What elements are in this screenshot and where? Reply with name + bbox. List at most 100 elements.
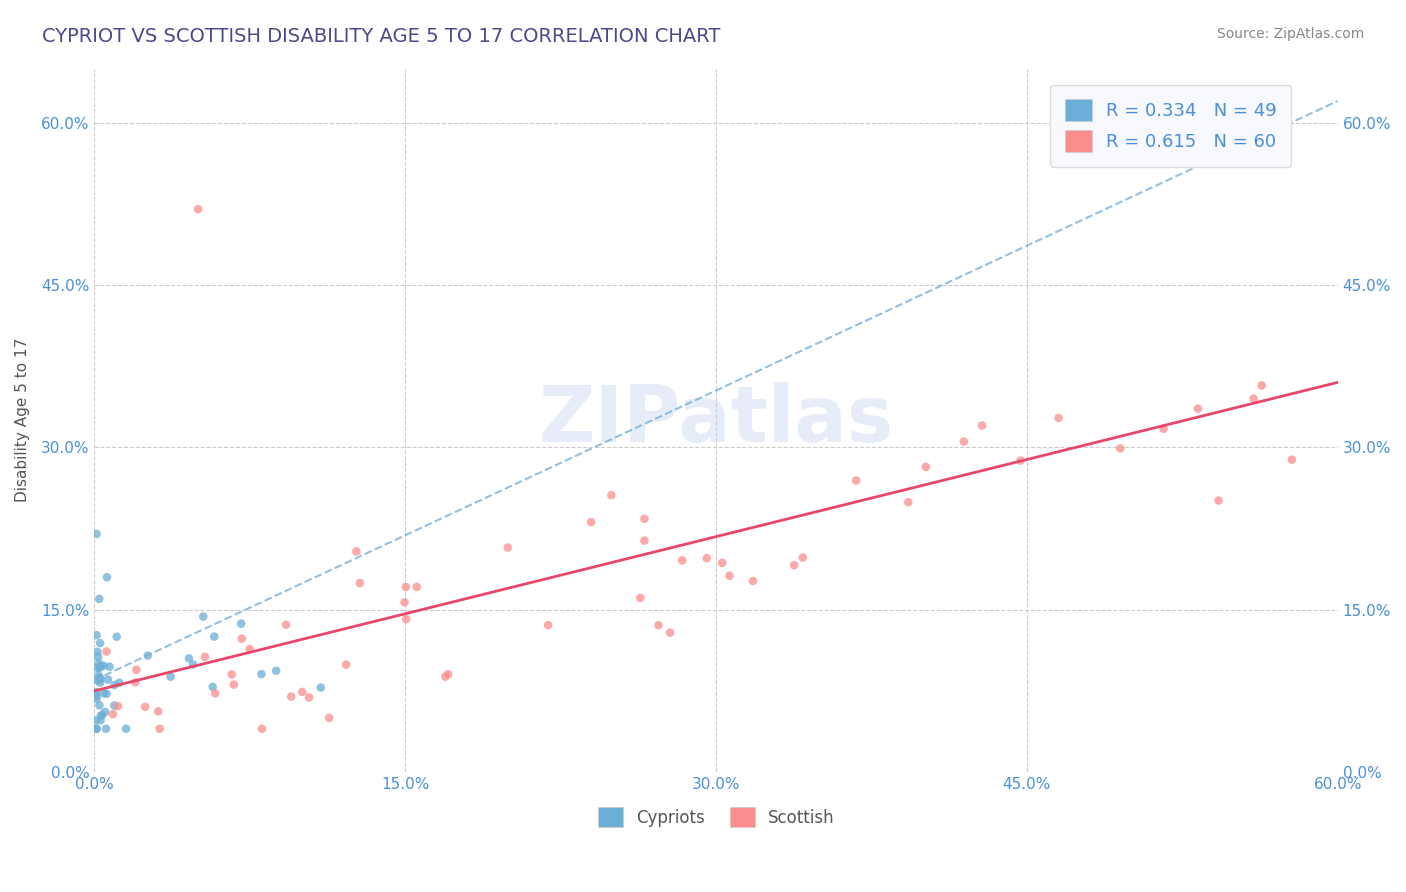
Point (90, 713, 112, 727)
Point (87, 649, 110, 664)
Point (298, 690, 321, 705)
Point (250, 667, 273, 681)
Point (94, 705, 117, 719)
Point (103, 698, 125, 713)
Point (496, 541, 519, 555)
Point (280, 690, 302, 704)
Point (86, 673, 108, 688)
Point (86, 527, 108, 541)
Point (633, 512, 655, 526)
Point (659, 625, 682, 640)
Point (89, 675, 111, 690)
Point (264, 664, 287, 678)
Point (202, 630, 225, 644)
Point (718, 568, 741, 582)
Point (1187, 401, 1209, 416)
Point (395, 580, 418, 594)
Point (96, 644, 118, 658)
Point (845, 474, 868, 488)
Point (86, 689, 108, 703)
Point (711, 556, 734, 570)
Point (318, 711, 340, 725)
Point (647, 618, 669, 632)
Point (972, 418, 994, 433)
Point (125, 663, 148, 677)
Point (633, 533, 655, 548)
Point (1047, 411, 1070, 425)
Point (344, 544, 367, 558)
Point (89, 671, 111, 685)
Point (87, 668, 110, 682)
Point (437, 667, 460, 681)
Point (349, 576, 371, 591)
Point (86, 713, 108, 727)
Point (335, 657, 357, 672)
Point (1109, 442, 1132, 456)
Point (108, 675, 131, 690)
Point (89, 636, 111, 650)
Point (742, 574, 765, 588)
Legend: Cypriots, Scottish: Cypriots, Scottish (591, 800, 841, 834)
Point (250, 722, 273, 736)
Point (952, 434, 974, 449)
Point (89, 661, 111, 675)
Point (1250, 378, 1272, 392)
Point (600, 488, 623, 502)
Point (671, 553, 693, 567)
Point (148, 705, 170, 719)
Point (124, 675, 146, 690)
Point (101, 707, 124, 722)
Point (134, 699, 156, 714)
Point (537, 618, 560, 632)
Point (897, 495, 920, 509)
Point (193, 609, 215, 624)
Point (159, 670, 181, 684)
Point (86, 722, 108, 736)
Point (89, 591, 111, 606)
Point (204, 686, 226, 700)
Point (149, 722, 172, 736)
Y-axis label: Disability Age 5 to 17: Disability Age 5 to 17 (15, 338, 30, 502)
Point (792, 550, 814, 565)
Point (98, 659, 121, 673)
Point (86, 645, 108, 659)
Point (86, 722, 108, 736)
Point (187, 202, 209, 217)
Point (291, 685, 314, 699)
Point (222, 678, 245, 692)
Text: Source: ZipAtlas.com: Source: ZipAtlas.com (1216, 27, 1364, 41)
Point (89, 672, 111, 686)
Point (1243, 392, 1265, 406)
Point (239, 642, 262, 657)
Point (86, 628, 108, 642)
Point (86, 692, 108, 706)
Point (783, 558, 806, 573)
Point (434, 670, 457, 684)
Point (231, 616, 253, 631)
Point (628, 591, 651, 605)
Point (1153, 422, 1175, 436)
Point (221, 667, 243, 681)
Text: CYPRIOT VS SCOTTISH DISABILITY AGE 5 TO 17 CORRELATION CHART: CYPRIOT VS SCOTTISH DISABILITY AGE 5 TO … (42, 27, 720, 45)
Point (96, 687, 118, 701)
Point (93, 686, 115, 700)
Point (86, 661, 108, 675)
Text: ZIPatlas: ZIPatlas (538, 383, 894, 458)
Point (394, 595, 416, 609)
Point (405, 580, 427, 594)
Point (94, 722, 117, 736)
Point (579, 515, 602, 529)
Point (90, 708, 112, 723)
Point (309, 681, 332, 695)
Point (87, 656, 110, 670)
Point (177, 651, 200, 665)
Point (395, 612, 418, 626)
Point (91, 707, 114, 722)
Point (1281, 452, 1303, 467)
Point (201, 680, 224, 694)
Point (914, 459, 936, 474)
Point (696, 551, 718, 566)
Point (194, 649, 217, 664)
Point (105, 630, 128, 644)
Point (86, 685, 108, 699)
